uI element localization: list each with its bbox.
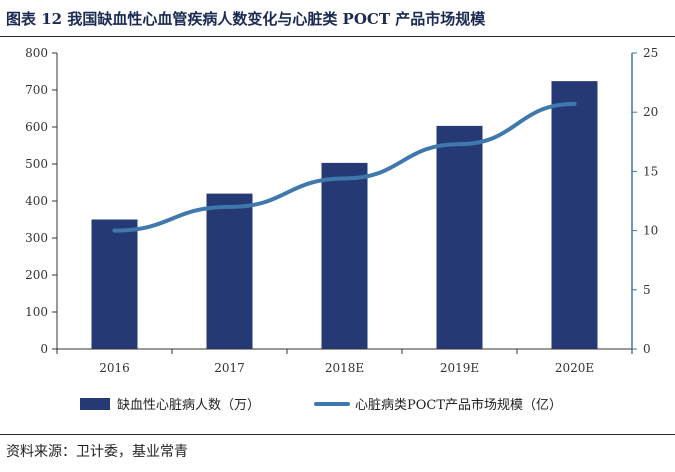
source-note: 资料来源：卫计委，基业常青 xyxy=(6,444,188,460)
x-tick-label: 2016 xyxy=(99,361,130,375)
line-point-2017 xyxy=(227,204,232,209)
y-left-tick-label: 400 xyxy=(25,194,48,208)
x-tick-label: 2017 xyxy=(214,361,245,375)
x-tick-label: 2018E xyxy=(325,361,364,375)
y-right-tick-label: 5 xyxy=(643,283,651,297)
y-right-tick-label: 20 xyxy=(643,105,658,119)
y-left-tick-label: 800 xyxy=(25,46,48,60)
y-left-tick-label: 700 xyxy=(25,83,48,97)
legend-line-label: 心脏病类POCT产品市场规模（亿） xyxy=(355,397,562,413)
y-right-tick-label: 10 xyxy=(643,224,658,238)
bar-2018E xyxy=(321,162,368,349)
y-right-tick-label: 25 xyxy=(643,46,658,60)
source-divider xyxy=(0,434,675,435)
y-left-tick-label: 500 xyxy=(25,157,48,171)
line-point-2019E xyxy=(457,142,462,147)
line-point-2016 xyxy=(112,228,117,233)
bar-2019E xyxy=(436,125,483,349)
y-left-tick-label: 300 xyxy=(25,231,48,245)
line-point-2018E xyxy=(342,176,347,181)
chart-title: 图表 12 我国缺血性心血管疾病人数变化与心脏类 POCT 产品市场规模 xyxy=(6,10,486,28)
y-left-tick-label: 100 xyxy=(25,305,48,319)
legend-bar-label: 缺血性心脏病人数（万） xyxy=(117,398,260,413)
line-point-2020E xyxy=(572,101,577,106)
y-right-tick-label: 0 xyxy=(643,342,651,356)
legend-bar-swatch xyxy=(80,398,110,410)
y-left-tick-label: 600 xyxy=(25,120,48,134)
title-bar: 图表 12 我国缺血性心血管疾病人数变化与心脏类 POCT 产品市场规模 xyxy=(0,0,675,37)
bar-2020E xyxy=(551,81,598,350)
y-left-tick-label: 0 xyxy=(40,342,48,356)
y-left-tick-label: 200 xyxy=(25,268,48,282)
bar-2017 xyxy=(206,193,253,349)
bar-2016 xyxy=(91,219,138,349)
line-series xyxy=(112,101,577,233)
x-tick-label: 2020E xyxy=(555,361,594,375)
legend: 缺血性心脏病人数（万） 心脏病类POCT产品市场规模（亿） xyxy=(80,397,562,413)
x-tick-label: 2019E xyxy=(440,361,479,375)
bar-series xyxy=(91,81,598,350)
axes: 0 100 200 300 400 500 600 700 800 0 5 10 15 20 25 2016 2… xyxy=(25,46,658,375)
combo-chart: 0 100 200 300 400 500 600 700 800 0 5 10 15 20 25 2016 2… xyxy=(25,46,658,413)
y-right-tick-label: 15 xyxy=(643,164,658,178)
